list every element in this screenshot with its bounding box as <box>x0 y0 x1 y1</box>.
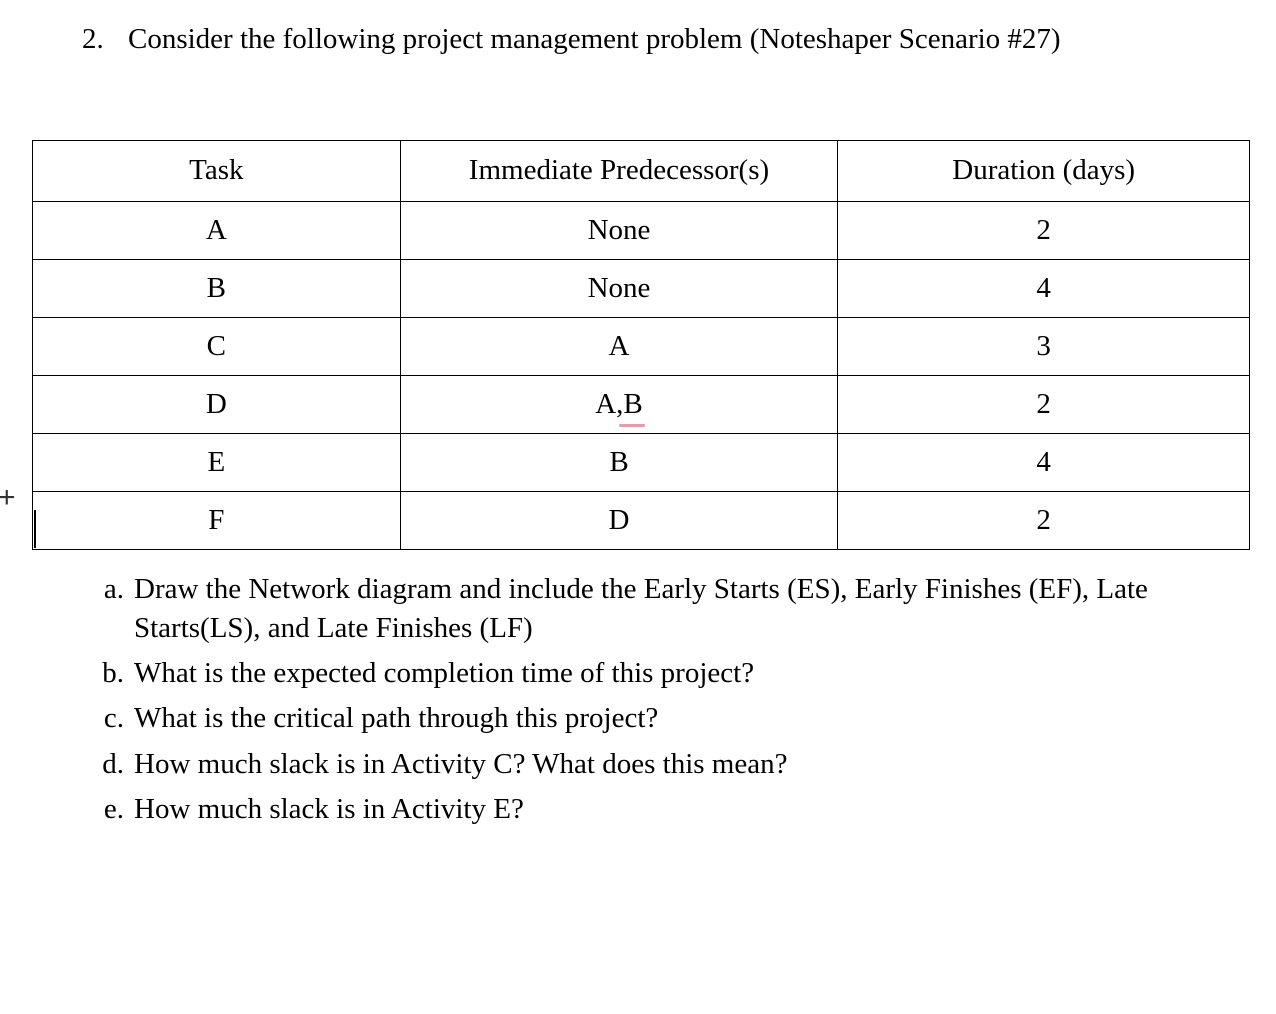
cell-task: C <box>33 318 401 376</box>
table-row: B None 4 <box>33 260 1250 318</box>
subpart-d: d. How much slack is in Activity C? What… <box>134 745 1226 784</box>
proofing-underline: A,B <box>595 385 643 424</box>
subpart-marker: a. <box>84 570 124 609</box>
cell-dur: 2 <box>838 202 1250 260</box>
subpart-e: e. How much slack is in Activity E? <box>134 790 1226 829</box>
cell-pred: None <box>400 260 838 318</box>
question-text: Consider the following project managemen… <box>128 20 1216 59</box>
cell-task: A <box>33 202 401 260</box>
subpart-text-line2: Starts(LS), and Late Finishes (LF) <box>134 609 1216 648</box>
subpart-b: b. What is the expected completion time … <box>134 654 1226 693</box>
page: 2. Consider the following project manage… <box>0 0 1276 1014</box>
table-row: A None 2 <box>33 202 1250 260</box>
task-table: Task Immediate Predecessor(s) Duration (… <box>32 140 1250 550</box>
insert-row-icon[interactable]: + <box>0 478 16 519</box>
subpart-text-line1: Draw the Network diagram and include the… <box>134 573 1148 605</box>
subpart-a: a. Draw the Network diagram and include … <box>134 570 1226 648</box>
subpart-marker: c. <box>84 699 124 738</box>
subpart-text: What is the critical path through this p… <box>134 702 658 734</box>
cell-pred: A <box>400 318 838 376</box>
cell-dur: 3 <box>838 318 1250 376</box>
cell-dur: 2 <box>838 376 1250 434</box>
cell-pred: None <box>400 202 838 260</box>
question-number: 2. <box>82 20 104 59</box>
table-row: C A 3 <box>33 318 1250 376</box>
cell-pred: B <box>400 434 838 492</box>
table-row: E B 4 <box>33 434 1250 492</box>
subpart-marker: e. <box>84 790 124 829</box>
table-row: F D 2 <box>33 492 1250 550</box>
cell-dur: 2 <box>838 492 1250 550</box>
subpart-c: c. What is the critical path through thi… <box>134 699 1226 738</box>
cell-pred: A,B <box>400 376 838 434</box>
cell-dur: 4 <box>838 434 1250 492</box>
col-header-pred: Immediate Predecessor(s) <box>400 141 838 202</box>
table-row: D A,B 2 <box>33 376 1250 434</box>
cell-task: F <box>33 492 401 550</box>
subparts-list: a. Draw the Network diagram and include … <box>80 570 1226 835</box>
subpart-marker: d. <box>84 745 124 784</box>
subpart-text: What is the expected completion time of … <box>134 657 754 689</box>
subpart-text: How much slack is in Activity C? What do… <box>134 748 787 780</box>
subpart-text: How much slack is in Activity E? <box>134 793 524 825</box>
cell-task: D <box>33 376 401 434</box>
cell-dur: 4 <box>838 260 1250 318</box>
subpart-marker: b. <box>84 654 124 693</box>
cell-pred: D <box>400 492 838 550</box>
col-header-dur: Duration (days) <box>838 141 1250 202</box>
table-header-row: Task Immediate Predecessor(s) Duration (… <box>33 141 1250 202</box>
text-cursor <box>34 510 36 548</box>
cell-task: B <box>33 260 401 318</box>
col-header-task: Task <box>33 141 401 202</box>
cell-task: E <box>33 434 401 492</box>
